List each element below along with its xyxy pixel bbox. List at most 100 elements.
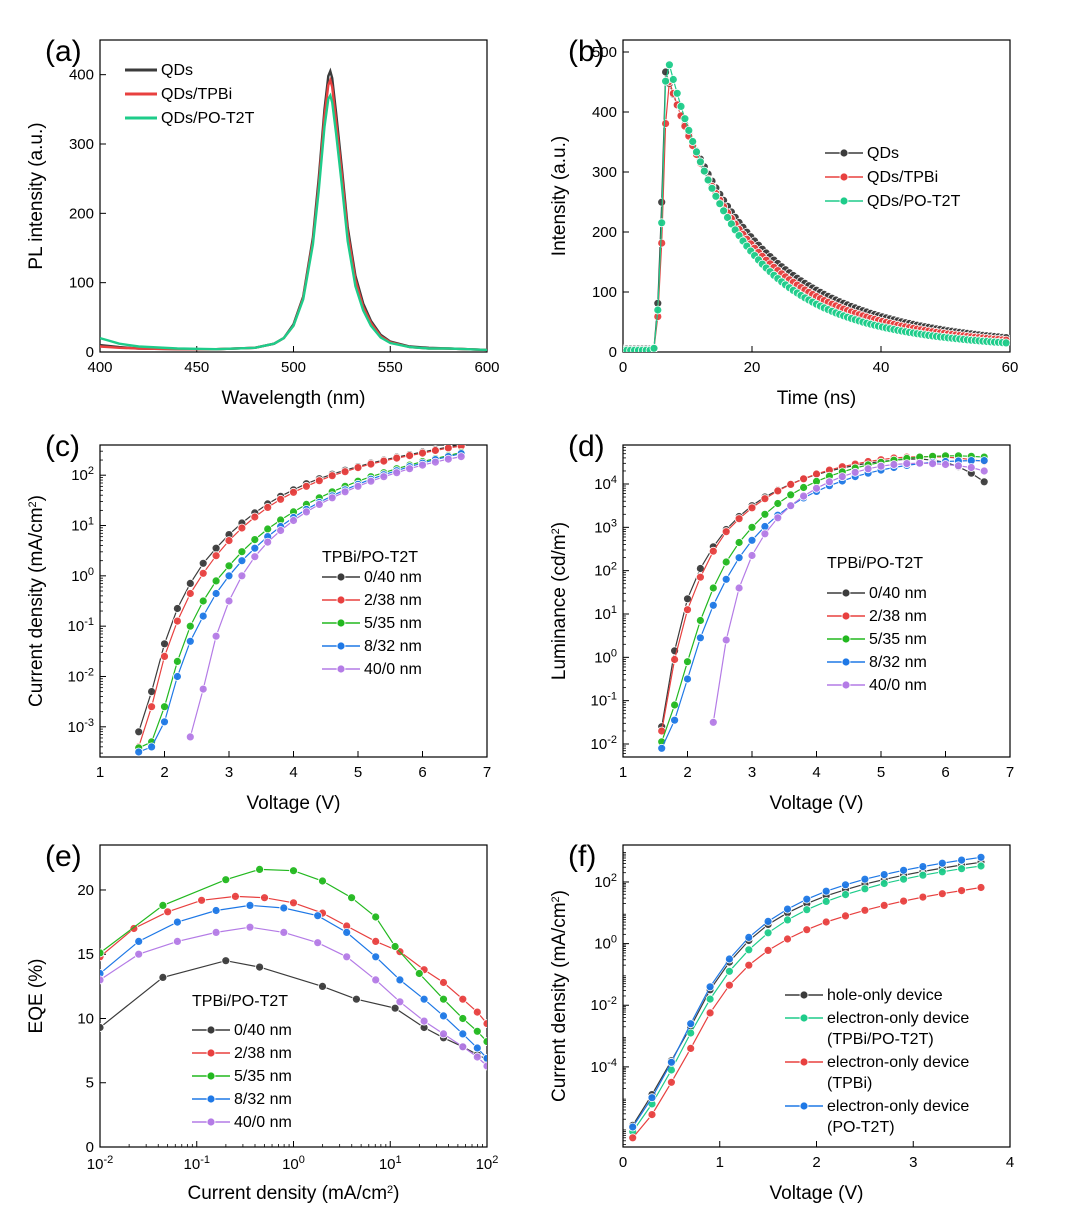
data-point [786, 490, 796, 500]
y-tick-label: 300 [69, 136, 94, 153]
data-point [340, 467, 350, 477]
data-point [899, 874, 908, 884]
data-point [419, 1016, 429, 1026]
x-tick-label: 600 [474, 359, 499, 376]
data-point [692, 147, 701, 157]
data-point [158, 901, 168, 910]
data-point [667, 1057, 676, 1067]
y-tick-label: 400 [69, 67, 94, 84]
data-point [760, 509, 770, 519]
data-point [419, 994, 429, 1004]
y-axis-label: EQE (%) [26, 959, 47, 1034]
data-point [276, 526, 286, 535]
series-line [189, 456, 462, 738]
data-point [276, 494, 286, 504]
series-line [100, 868, 487, 1043]
data-point [250, 535, 260, 544]
data-point [672, 88, 682, 98]
x-tick-label: 1 [716, 1154, 724, 1171]
legend-label: 8/32 nm [869, 654, 927, 671]
series-line [100, 926, 487, 1067]
series-1 [623, 77, 1010, 352]
data-point [684, 125, 694, 135]
data-point [699, 166, 709, 176]
series-1 [657, 452, 989, 736]
data-point [837, 472, 847, 482]
data-point [482, 1037, 487, 1046]
y-tick-label: 101 [594, 604, 617, 623]
data-point [915, 458, 925, 468]
series-0 [100, 956, 487, 1064]
data-point [314, 476, 324, 486]
series-2 [100, 92, 487, 352]
data-point [979, 466, 989, 476]
x-tick-label: 3 [909, 1154, 917, 1171]
legend-marker [799, 1013, 809, 1023]
data-point [301, 481, 311, 491]
legend-label: 40/0 nm [234, 1114, 292, 1131]
y-tick-label: 102 [594, 561, 617, 580]
data-point [390, 1003, 400, 1013]
y-tick-label: 100 [594, 647, 617, 666]
data-point [289, 866, 298, 876]
data-point [783, 915, 792, 925]
data-point [708, 600, 718, 610]
x-tick-label: 3 [748, 764, 756, 781]
data-point [821, 886, 831, 896]
series-line [712, 462, 985, 723]
data-point [390, 942, 400, 951]
data-point [314, 499, 324, 509]
data-point [211, 906, 221, 915]
x-tick-label: 500 [281, 359, 306, 376]
data-point [941, 460, 950, 469]
data-point [850, 467, 860, 477]
series-line [100, 76, 487, 352]
data-point [237, 556, 247, 566]
legend-marker [841, 588, 851, 598]
legend: hole-only device electron-only device (TPB… [785, 987, 969, 1136]
data-point [211, 631, 221, 641]
data-point [147, 742, 157, 752]
data-point [482, 1019, 487, 1028]
y-tick-label: 100 [592, 284, 617, 301]
data-point [734, 514, 744, 524]
data-point [725, 954, 734, 964]
legend: QDs QDs/TPBi QDs/PO-T2T [125, 62, 255, 127]
x-tick-label: 2 [812, 1154, 820, 1171]
plot-area [134, 445, 466, 757]
legend-label: (TPBi) [827, 1075, 872, 1092]
legend-title: TPBi/PO-T2T [192, 993, 288, 1010]
data-point [799, 483, 808, 492]
legend-label: 0/40 nm [234, 1022, 292, 1039]
series-2 [628, 883, 986, 1143]
data-point [665, 60, 674, 70]
data-point [327, 471, 337, 481]
data-point [1001, 338, 1010, 348]
data-point [237, 523, 247, 533]
data-point [160, 652, 169, 661]
data-point [172, 616, 182, 626]
panel-a: (a)400 450 500 550 6000100200300400Wavelengt… [26, 35, 500, 409]
data-point [430, 457, 440, 467]
panel-label: (d) [568, 430, 605, 463]
data-point [661, 119, 670, 128]
series-1 [134, 445, 466, 752]
data-point [879, 879, 889, 888]
data-point [221, 956, 231, 966]
series-line [138, 445, 462, 732]
data-point [705, 982, 715, 992]
data-point [371, 912, 381, 922]
data-point [860, 874, 870, 884]
data-point [379, 472, 389, 482]
data-point [430, 446, 440, 455]
data-point [957, 864, 966, 874]
y-tick-label: 300 [592, 164, 617, 181]
data-point [715, 199, 725, 209]
data-point [723, 213, 732, 222]
x-tick-label: 0 [619, 1154, 627, 1171]
data-point [667, 1077, 676, 1087]
x-tick-label: 400 [87, 359, 112, 376]
data-point [676, 102, 686, 111]
data-point [224, 571, 234, 581]
data-point [760, 494, 770, 504]
